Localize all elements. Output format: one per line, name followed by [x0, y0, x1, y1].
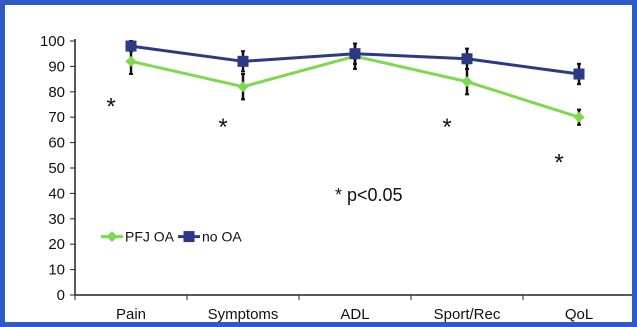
x-tick-label: ADL [340, 306, 369, 323]
y-tick-label: 40 [48, 185, 65, 202]
data-point [237, 55, 249, 67]
data-point [461, 76, 473, 88]
y-tick-label: 20 [48, 236, 65, 253]
y-tick-label: 30 [48, 211, 65, 228]
x-tick-label: Symptoms [208, 306, 279, 323]
data-point [461, 53, 473, 65]
y-tick-label: 10 [48, 262, 65, 279]
y-tick-label: 100 [40, 33, 65, 50]
data-point [125, 40, 137, 52]
y-tick-label: 0 [57, 287, 65, 304]
x-tick-label: Pain [116, 306, 146, 323]
legend-marker [183, 231, 195, 243]
legend-item: PFJ OA [101, 229, 175, 245]
data-point [349, 48, 361, 60]
y-tick-label: 90 [48, 58, 65, 75]
significance-star: * [554, 149, 563, 176]
legend-item: no OA [178, 229, 242, 245]
line-chart: 0 10 20 30 40 50 60 70 80 90 100 Pain Symptoms ADL Spo… [40, 33, 632, 323]
significance-star: * [106, 94, 115, 121]
series-layer [125, 40, 585, 126]
significance-layer: * * * * [106, 94, 563, 177]
y-tick-label: 50 [48, 160, 65, 177]
legend-label: PFJ OA [125, 229, 175, 245]
series-1 [125, 40, 585, 86]
data-point [573, 111, 585, 123]
axes-layer: 0 10 20 30 40 50 60 70 80 90 100 Pain Symptoms ADL Spo… [40, 33, 632, 323]
legend-marker [106, 231, 118, 243]
legend-label: no OA [202, 229, 242, 245]
data-point [573, 68, 585, 80]
y-tick-label: 60 [48, 135, 65, 152]
x-tick-label: Sport/Rec [434, 306, 501, 323]
legend: PFJ OA no OA [101, 229, 242, 245]
x-tick-label: QoL [565, 306, 593, 323]
significance-star: * [442, 114, 451, 141]
data-point [237, 81, 249, 93]
data-point [125, 55, 137, 67]
significance-star: * [218, 114, 227, 141]
significance-annotation: * p<0.05 [335, 185, 403, 205]
y-tick-label: 70 [48, 109, 65, 126]
y-tick-label: 80 [48, 84, 65, 101]
